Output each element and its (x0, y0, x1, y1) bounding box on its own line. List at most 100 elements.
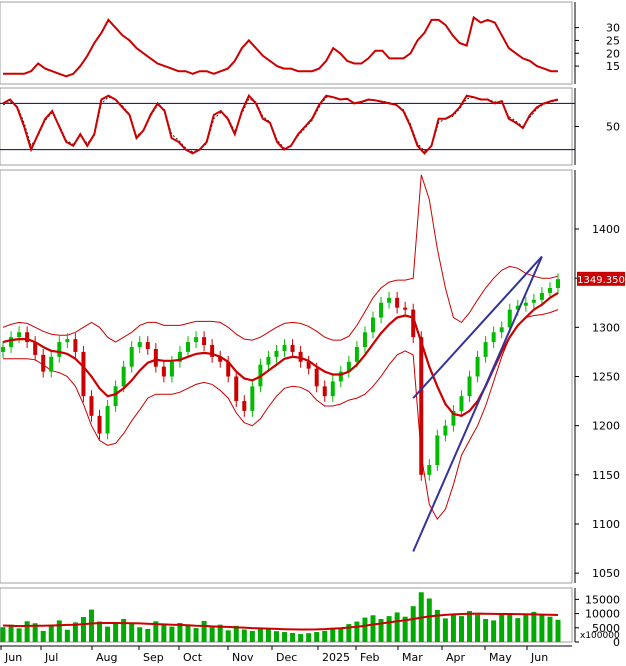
volume-bar (483, 618, 489, 642)
candle-body (218, 356, 223, 362)
candle-body (137, 342, 142, 347)
candle-body (145, 342, 150, 349)
volume-bar (241, 629, 247, 642)
volume-bar (161, 624, 167, 642)
volume-bar (499, 614, 505, 642)
volume-bar (507, 613, 513, 642)
candle-body (443, 425, 448, 436)
volume-bar (64, 629, 70, 642)
volume-bar (450, 614, 456, 642)
candle-body (362, 332, 367, 347)
candle-body (290, 345, 295, 352)
volume-bar (394, 612, 400, 642)
candle-body (33, 342, 38, 355)
candle-body (467, 376, 472, 397)
volume-bar (475, 614, 481, 642)
volume-ma-line (2, 612, 559, 631)
candle-body (475, 356, 480, 377)
volume-bar (491, 620, 497, 642)
candle-body (531, 299, 536, 303)
volume-bar (129, 622, 135, 642)
time-axis-label: Jun (530, 651, 548, 664)
volume-bar (97, 621, 103, 642)
volume-bar (265, 628, 271, 642)
price-tick-label: 1150 (592, 469, 620, 482)
candle-body (539, 292, 544, 300)
volume-bar (257, 627, 263, 642)
candle-body (57, 342, 62, 357)
volume-bar (298, 634, 304, 642)
candle-body (491, 332, 496, 343)
bollinger-lower-band (3, 309, 559, 520)
time-axis: Jun Jul Aug Sep Oct Nov Dec 2025 Feb Mar Apr May Jun (0, 645, 572, 664)
candle-body (515, 305, 520, 310)
time-axis-label: Apr (446, 651, 466, 664)
volume-bar (233, 625, 239, 642)
stoch-d-line (2, 96, 559, 153)
candle-body (97, 415, 102, 434)
candle-body (65, 339, 70, 343)
stoch-tick-label: 50 (606, 121, 620, 134)
volume-bar (458, 616, 464, 642)
volume-tick-label: 5000 (592, 622, 620, 635)
price-tick-label: 1250 (592, 371, 620, 384)
candle-body (483, 342, 488, 357)
volume-bar (354, 621, 360, 642)
candle-body (395, 297, 400, 308)
volume-bar (225, 630, 231, 642)
time-axis-label: Jun (4, 651, 22, 664)
adx-tick-label: 20 (606, 47, 620, 60)
volume-bar (402, 616, 408, 642)
candle-body (282, 345, 287, 351)
candle-body (129, 347, 134, 367)
candle-body (161, 366, 166, 377)
candle-body (1, 347, 5, 352)
volume-bar (555, 619, 561, 642)
time-axis-label: May (489, 651, 512, 664)
volume-bar (273, 631, 279, 642)
candle-body (121, 366, 126, 387)
adx-tick-label: 25 (606, 34, 620, 47)
candle-body (266, 356, 271, 365)
time-axis-label: Feb (360, 651, 379, 664)
volume-bar (56, 620, 62, 642)
candle-body (202, 337, 207, 346)
volume-bar (370, 615, 376, 642)
volume-bar (515, 618, 521, 642)
volume-bar (290, 632, 296, 642)
bollinger-upper-band (2, 174, 559, 343)
volume-bar (193, 628, 199, 642)
volume-bar (434, 609, 440, 642)
candle-body (250, 386, 255, 411)
volume-bar (177, 622, 183, 642)
volume-bar (523, 614, 529, 642)
candle-body (17, 332, 22, 338)
volume-unit-label: x100000 (580, 631, 620, 641)
volume-bar (217, 624, 223, 642)
volume-bar (322, 630, 328, 642)
volume-bar (306, 633, 312, 642)
volume-bar (169, 626, 175, 642)
volume-bar (153, 621, 159, 642)
volume-bar (314, 632, 320, 642)
volume-bar (378, 618, 384, 642)
candle-body (346, 361, 351, 372)
candle-body (451, 410, 456, 426)
candle-body (314, 368, 319, 387)
price-tick-label: 1050 (592, 567, 620, 580)
candle-body (306, 361, 311, 369)
volume-bar (145, 628, 151, 642)
candle-body (226, 361, 231, 377)
moving-average-line (2, 291, 559, 417)
candle-body (387, 297, 392, 303)
volume-tick-label: 10000 (585, 608, 620, 621)
volume-bar (209, 627, 215, 642)
volume-bar (32, 623, 38, 642)
volume-bar (467, 611, 473, 642)
candle-body (338, 371, 343, 382)
volume-bar (201, 620, 207, 642)
candle-body (523, 302, 528, 306)
